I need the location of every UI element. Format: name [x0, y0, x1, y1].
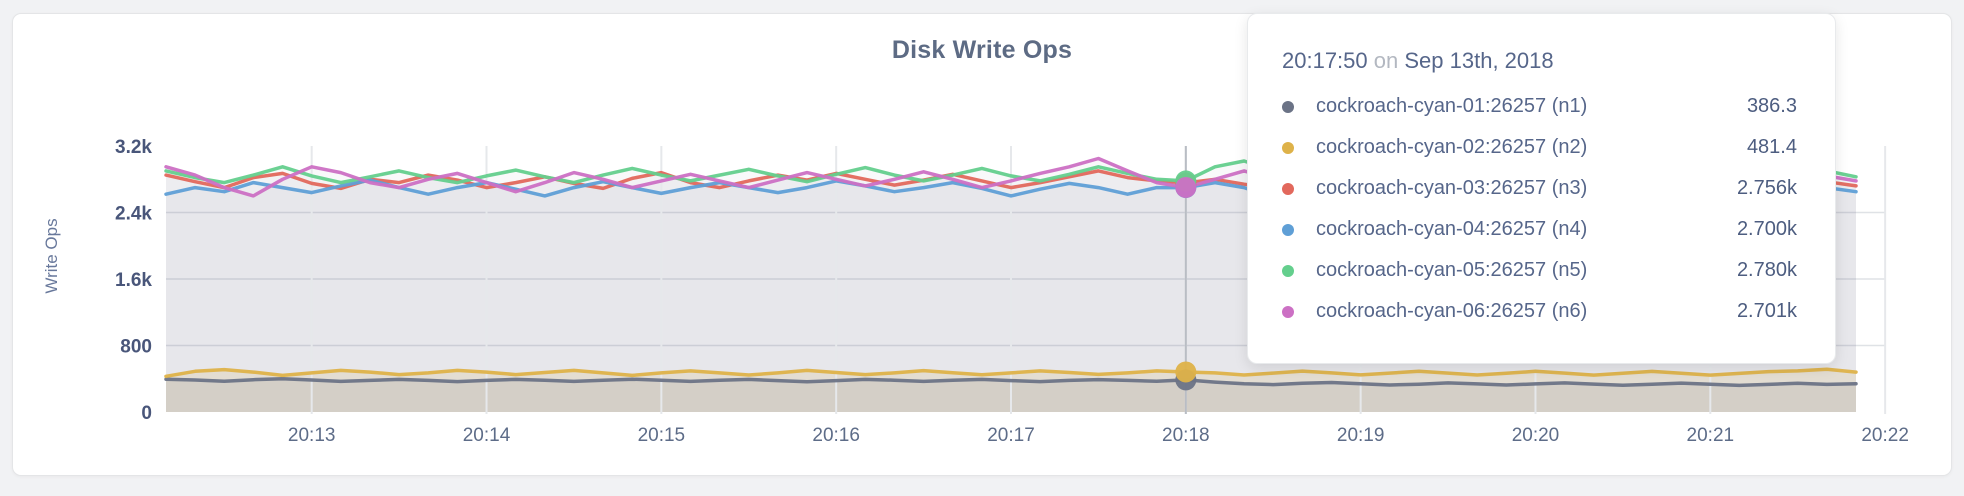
series-value: 2.756k	[1736, 177, 1797, 199]
hover-tooltip: 20:17:50 on Sep 13th, 2018 cockroach-cya…	[1247, 13, 1836, 364]
svg-text:20:17: 20:17	[987, 425, 1035, 446]
tooltip-series-row: cockroach-cyan-03:26257 (n3) 2.756k	[1282, 168, 1797, 209]
chart-title: Disk Write Ops	[891, 36, 1073, 64]
svg-text:3.2k: 3.2k	[115, 137, 152, 158]
series-value: 481.4	[1746, 136, 1797, 158]
series-color-dot	[1282, 305, 1294, 318]
tooltip-on-word: on	[1373, 48, 1399, 73]
svg-text:20:14: 20:14	[463, 425, 511, 446]
series-value: 2.701k	[1736, 300, 1797, 322]
y-axis-title: Write Ops	[42, 218, 61, 293]
y-axis-labels: 0 800 1.6k 2.4k 3.2k	[115, 137, 152, 424]
series-color-dot	[1282, 182, 1294, 195]
tooltip-timestamp: 20:17:50 on Sep 13th, 2018	[1282, 48, 1797, 74]
tooltip-series-row: cockroach-cyan-06:26257 (n6) 2.701k	[1282, 291, 1797, 332]
tooltip-series-row: cockroach-cyan-02:26257 (n2) 481.4	[1282, 127, 1797, 168]
svg-text:800: 800	[120, 337, 152, 358]
series-label: cockroach-cyan-06:26257 (n6)	[1316, 300, 1588, 322]
series-label: cockroach-cyan-03:26257 (n3)	[1316, 177, 1588, 199]
svg-text:1.6k: 1.6k	[115, 270, 152, 291]
hover-dots	[1175, 170, 1197, 391]
svg-text:20:20: 20:20	[1512, 425, 1560, 446]
series-label: cockroach-cyan-02:26257 (n2)	[1316, 136, 1588, 158]
svg-text:20:16: 20:16	[812, 425, 860, 446]
svg-text:20:21: 20:21	[1687, 425, 1735, 446]
svg-text:20:13: 20:13	[288, 425, 336, 446]
series-label: cockroach-cyan-04:26257 (n4)	[1316, 218, 1588, 240]
tooltip-date: Sep 13th, 2018	[1404, 48, 1554, 73]
tooltip-series-row: cockroach-cyan-01:26257 (n1) 386.3	[1282, 86, 1797, 127]
svg-text:0: 0	[141, 403, 152, 424]
svg-text:20:15: 20:15	[638, 425, 686, 446]
series-value: 2.780k	[1736, 259, 1797, 281]
series-color-dot	[1282, 100, 1294, 113]
tooltip-series-row: cockroach-cyan-05:26257 (n5) 2.780k	[1282, 250, 1797, 291]
tooltip-time: 20:17:50	[1282, 48, 1368, 73]
series-value: 2.700k	[1736, 218, 1797, 240]
svg-text:20:18: 20:18	[1162, 425, 1210, 446]
series-color-dot	[1282, 223, 1294, 236]
svg-text:2.4k: 2.4k	[115, 204, 152, 225]
series-label: cockroach-cyan-05:26257 (n5)	[1316, 259, 1588, 281]
x-axis-labels: 20:13 20:14 20:15 20:16 20:17 20:18 20:19 20:20…	[288, 425, 1909, 446]
series-label: cockroach-cyan-01:26257 (n1)	[1316, 95, 1588, 117]
tooltip-series-row: cockroach-cyan-04:26257 (n4) 2.700k	[1282, 209, 1797, 250]
series-color-dot	[1282, 264, 1294, 277]
svg-text:20:19: 20:19	[1337, 425, 1385, 446]
svg-text:20:22: 20:22	[1861, 425, 1909, 446]
series-value: 386.3	[1746, 95, 1797, 117]
series-color-dot	[1282, 141, 1294, 154]
